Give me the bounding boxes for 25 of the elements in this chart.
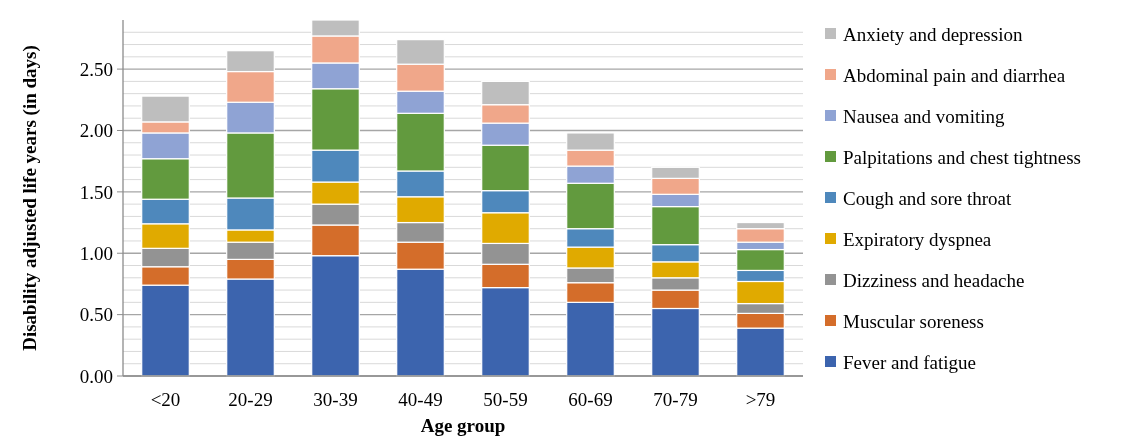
legend-label: Muscular soreness [843, 310, 984, 332]
x-tick-label: 30-39 [313, 389, 358, 410]
legend-label: Palpitations and chest tightness [843, 146, 1082, 168]
legend-label: Abdominal pain and diarrhea [843, 64, 1066, 86]
y-tick-label: 2.00 [79, 120, 113, 142]
y-axis-title: Disability adjusted life years (in days) [19, 45, 41, 351]
y-tick-label: 2.50 [79, 58, 113, 80]
x-tick-label: >79 [745, 389, 776, 410]
y-tick-label: 0.00 [79, 365, 113, 387]
x-tick-label: 50-59 [483, 389, 528, 410]
x-tick-label: <20 [150, 389, 181, 410]
x-tick-label: 40-49 [398, 389, 443, 410]
legend-label: Fever and fatigue [843, 351, 976, 373]
x-axis-title: Age group [420, 415, 506, 436]
x-tick-label: 20-29 [228, 389, 273, 410]
x-tick-label: 70-79 [653, 389, 698, 410]
y-tick-label: 1.50 [79, 181, 113, 203]
legend-label: Dizziness and headache [843, 269, 1025, 291]
legend-label: Nausea and vomiting [843, 105, 1005, 127]
legend-label: Cough and sore throat [843, 187, 1013, 209]
y-tick-label: 0.50 [79, 304, 113, 326]
legend-label: Anxiety and depression [843, 23, 1023, 45]
y-tick-label: 1.00 [79, 242, 113, 264]
x-tick-label: 60-69 [568, 389, 613, 410]
legend-label: Expiratory dyspnea [843, 228, 992, 250]
